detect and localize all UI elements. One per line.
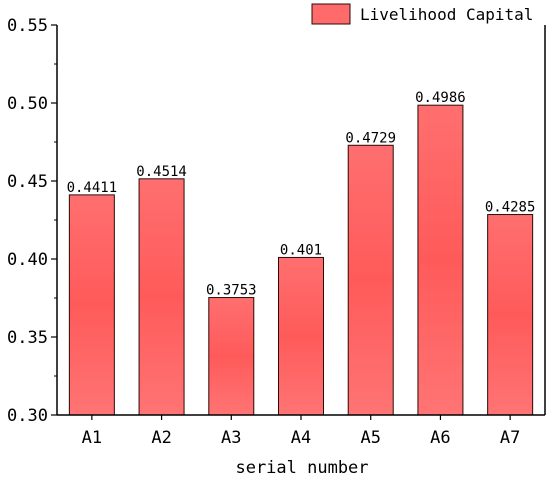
data-label-a7: 0.4285 [485, 200, 536, 216]
x-tick-label-a7: A7 [500, 428, 520, 448]
bar-a4 [278, 256, 324, 416]
bar-a2 [138, 178, 185, 416]
bar-a7 [487, 214, 534, 416]
x-tick-label-a1: A1 [82, 428, 102, 448]
y-tick-label: 0.30 [7, 406, 48, 426]
data-label-a2: 0.4514 [136, 164, 187, 180]
data-label-a4: 0.401 [280, 242, 322, 258]
x-tick-label-a2: A2 [151, 428, 171, 448]
y-ticks-group: 0.30 0.35 0.40 0.45 0.50 0.55 [7, 16, 57, 426]
data-label-a1: 0.4411 [67, 180, 118, 196]
y-tick-label: 0.55 [7, 16, 48, 36]
x-tick-label-a4: A4 [291, 428, 311, 448]
x-axis-title: serial number [235, 458, 368, 478]
bar-a6 [417, 104, 464, 416]
y-tick-label: 0.50 [7, 94, 48, 114]
data-label-a5: 0.4729 [345, 130, 396, 146]
x-tick-label-a5: A5 [360, 428, 380, 448]
y-tick-label: 0.40 [7, 250, 48, 270]
y-tick-label: 0.45 [7, 172, 48, 192]
legend-label: Livelihood Capital [360, 5, 533, 24]
x-tick-label-a3: A3 [221, 428, 241, 448]
legend: Livelihood Capital [311, 3, 533, 25]
bar-a1 [68, 194, 115, 416]
x-tick-label-a6: A6 [430, 428, 450, 448]
data-label-a6: 0.4986 [415, 90, 466, 106]
y-tick-label: 0.35 [7, 328, 48, 348]
legend-swatch [311, 3, 351, 25]
bar-a3 [208, 297, 255, 416]
data-labels-group: 0.4411 0.4514 0.3753 0.401 0.4729 0.4986 0.428… [67, 90, 536, 298]
x-ticks-group: A1 A2 A3 A4 A5 A6 A7 [82, 415, 520, 448]
bar-a5 [347, 144, 394, 416]
data-label-a3: 0.3753 [206, 283, 257, 299]
bars-group [68, 104, 534, 416]
